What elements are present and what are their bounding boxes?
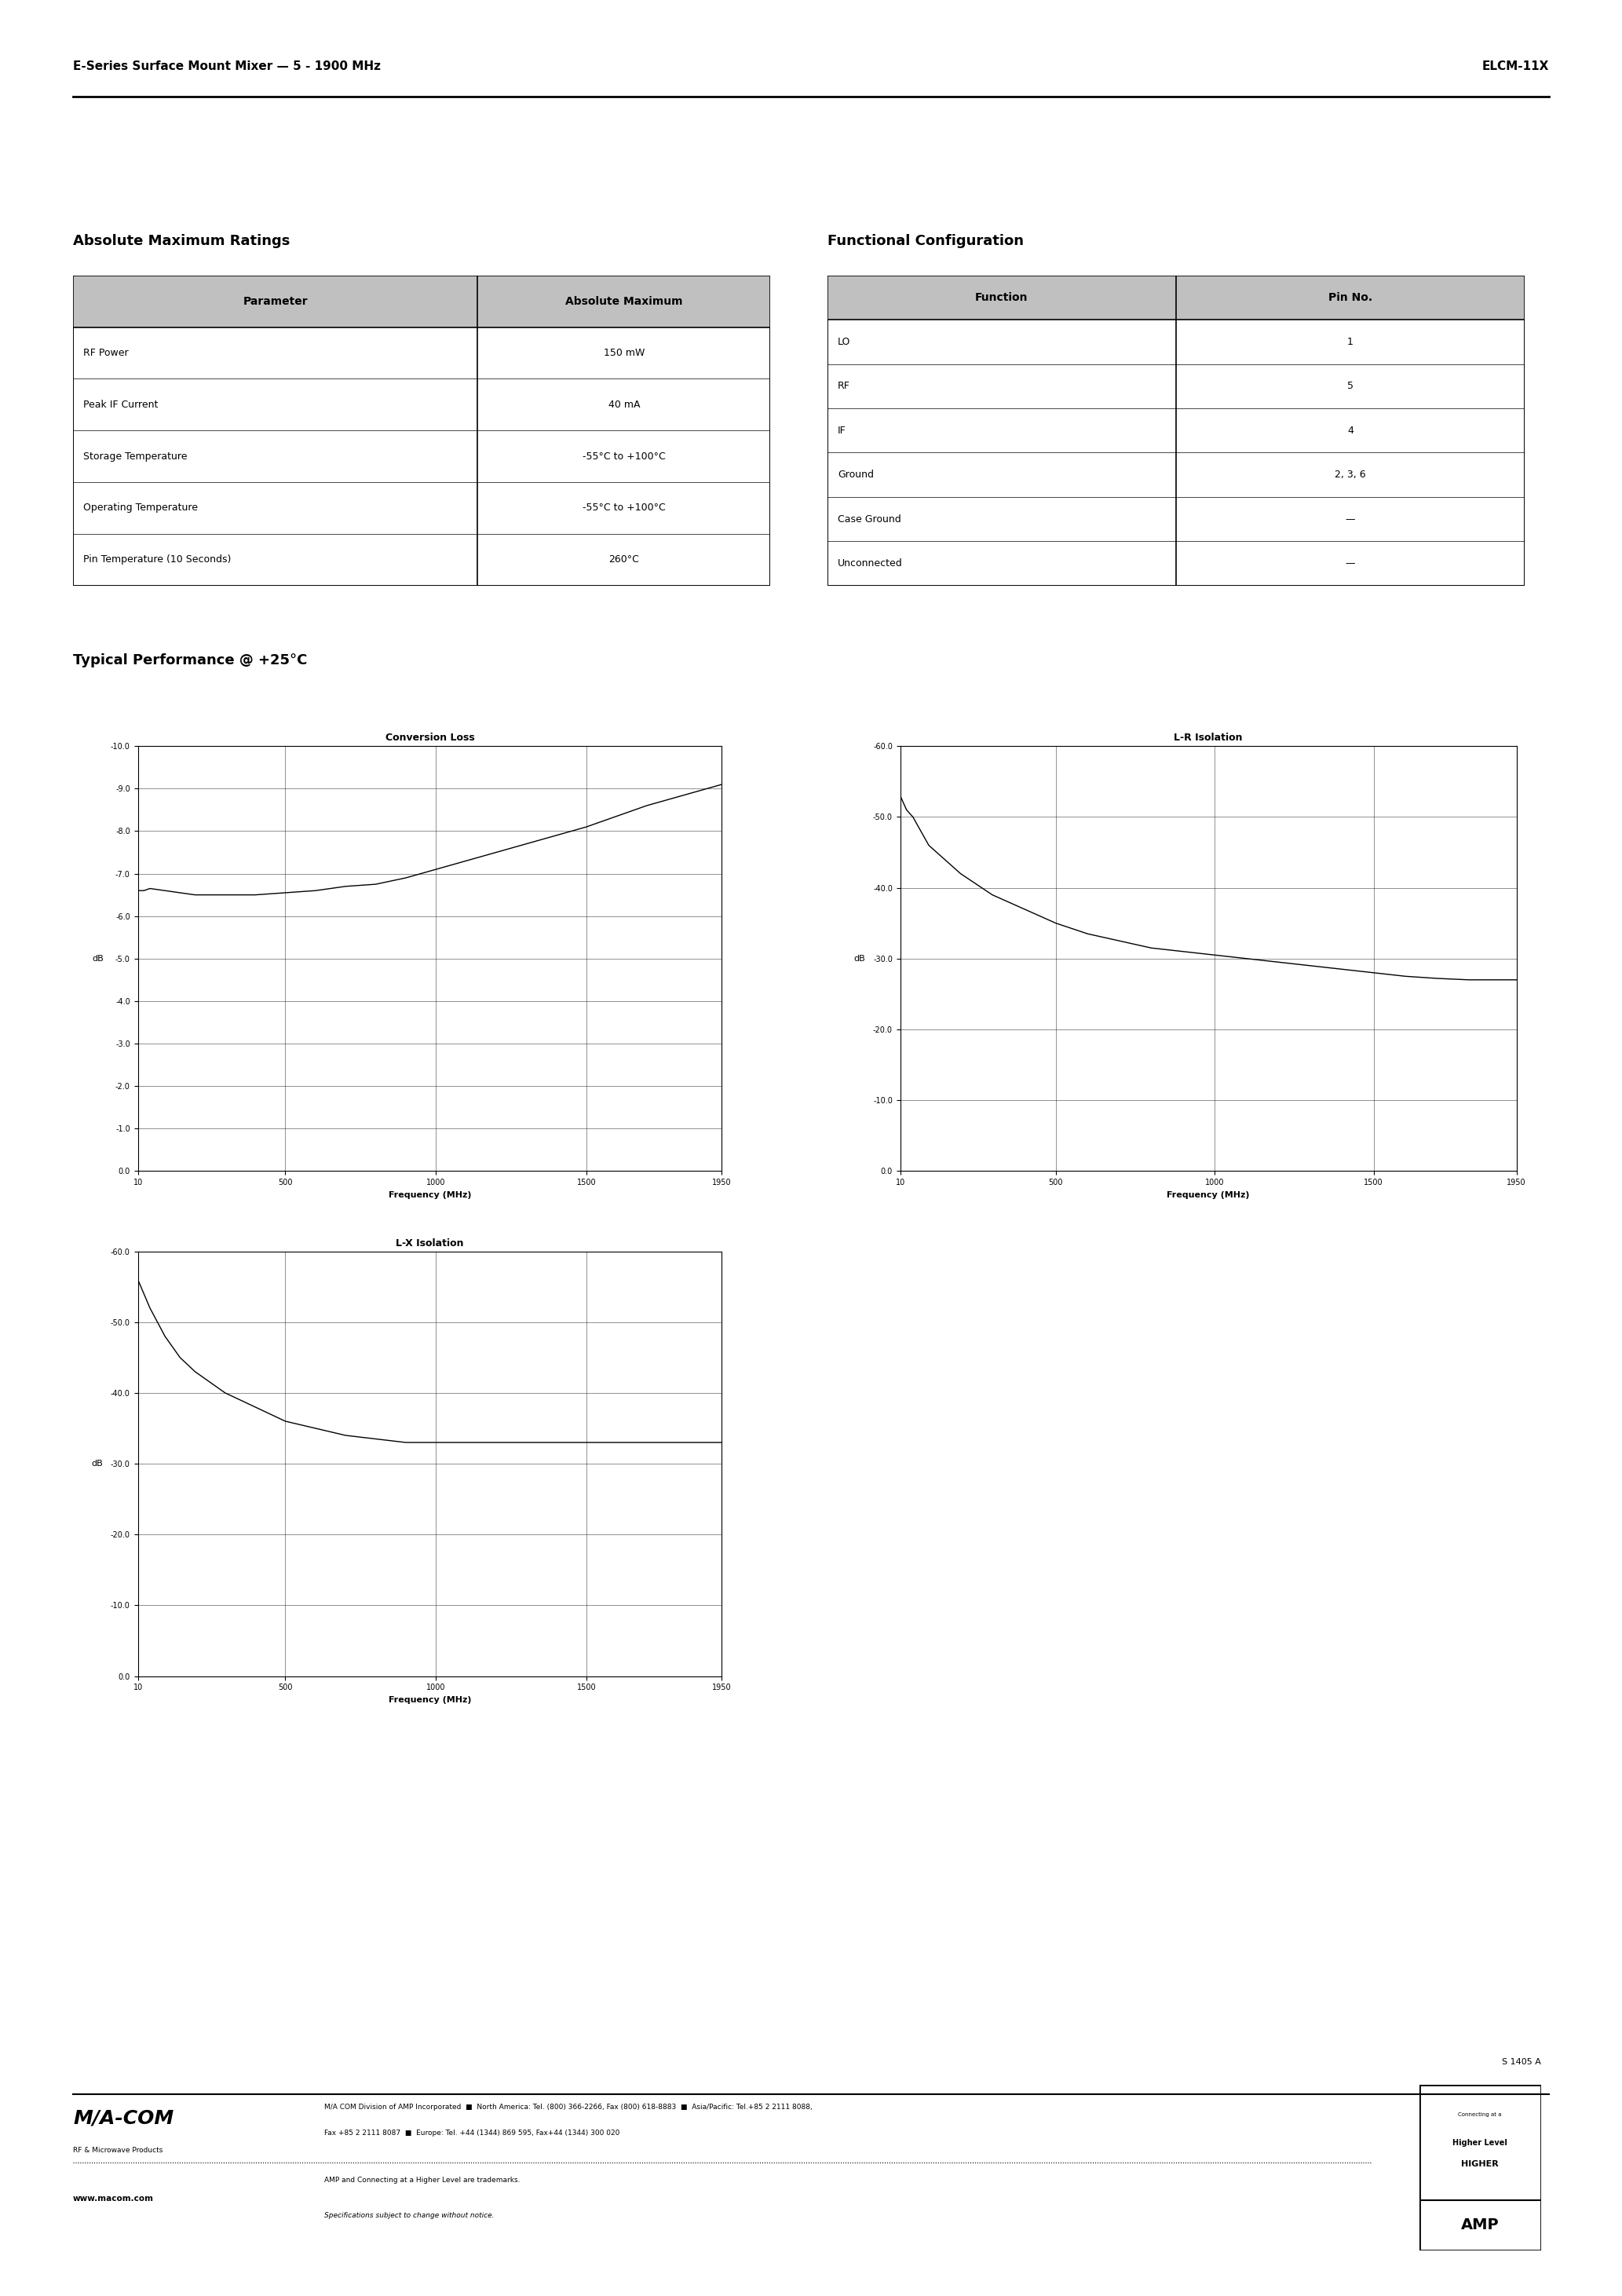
Text: HIGHER: HIGHER <box>1461 2161 1499 2167</box>
Text: Connecting at a: Connecting at a <box>1458 2112 1502 2117</box>
Text: Absolute Maximum: Absolute Maximum <box>566 296 683 308</box>
Text: ELCM-11X: ELCM-11X <box>1483 60 1549 73</box>
Text: RF & Microwave Products: RF & Microwave Products <box>73 2147 162 2154</box>
Text: 260°C: 260°C <box>608 556 639 565</box>
Text: Peak IF Current: Peak IF Current <box>83 400 159 409</box>
Text: 150 mW: 150 mW <box>603 349 644 358</box>
Y-axis label: dB: dB <box>92 1460 104 1467</box>
Title: L-R Isolation: L-R Isolation <box>1174 732 1242 744</box>
Text: www.macom.com: www.macom.com <box>73 2195 154 2202</box>
Text: Functional Configuration: Functional Configuration <box>827 234 1023 248</box>
Text: E-Series Surface Mount Mixer — 5 - 1900 MHz: E-Series Surface Mount Mixer — 5 - 1900 … <box>73 60 381 73</box>
Bar <box>73 276 770 328</box>
X-axis label: Frequency (MHz): Frequency (MHz) <box>1166 1192 1251 1199</box>
Y-axis label: dB: dB <box>92 955 104 962</box>
Text: Specifications subject to change without notice.: Specifications subject to change without… <box>324 2211 495 2220</box>
Title: Conversion Loss: Conversion Loss <box>384 732 475 744</box>
Text: Case Ground: Case Ground <box>837 514 902 523</box>
Y-axis label: dB: dB <box>855 955 866 962</box>
Text: Operating Temperature: Operating Temperature <box>83 503 198 512</box>
Text: Ground: Ground <box>837 471 874 480</box>
Text: Fax +85 2 2111 8087  ■  Europe: Tel. +44 (1344) 869 595, Fax+44 (1344) 300 020: Fax +85 2 2111 8087 ■ Europe: Tel. +44 (… <box>324 2128 620 2138</box>
Text: Parameter: Parameter <box>243 296 308 308</box>
Text: 4: 4 <box>1348 425 1353 436</box>
Text: Storage Temperature: Storage Temperature <box>83 452 188 461</box>
Text: —: — <box>1345 558 1356 569</box>
Text: LO: LO <box>837 338 850 347</box>
Text: M/A-COM: M/A-COM <box>73 2108 174 2128</box>
Text: RF Power: RF Power <box>83 349 128 358</box>
Text: 40 mA: 40 mA <box>608 400 641 409</box>
Text: S 1405 A: S 1405 A <box>1502 2057 1541 2066</box>
Text: Higher Level: Higher Level <box>1453 2138 1507 2147</box>
X-axis label: Frequency (MHz): Frequency (MHz) <box>388 1192 472 1199</box>
Text: Absolute Maximum Ratings: Absolute Maximum Ratings <box>73 234 290 248</box>
Text: RF: RF <box>837 381 850 390</box>
Bar <box>827 276 1525 319</box>
Text: M/A COM Division of AMP Incorporated  ■  North America: Tel. (800) 366-2266, Fax: M/A COM Division of AMP Incorporated ■ N… <box>324 2103 813 2110</box>
Text: 1: 1 <box>1348 338 1353 347</box>
Text: 5: 5 <box>1348 381 1353 390</box>
Text: —: — <box>1345 514 1356 523</box>
Text: IF: IF <box>837 425 847 436</box>
Text: Typical Performance @ +25°C: Typical Performance @ +25°C <box>73 652 307 668</box>
Text: Pin Temperature (10 Seconds): Pin Temperature (10 Seconds) <box>83 556 232 565</box>
Text: Unconnected: Unconnected <box>837 558 903 569</box>
Text: AMP and Connecting at a Higher Level are trademarks.: AMP and Connecting at a Higher Level are… <box>324 2177 521 2183</box>
Title: L-X Isolation: L-X Isolation <box>396 1238 464 1249</box>
Text: Function: Function <box>975 292 1028 303</box>
X-axis label: Frequency (MHz): Frequency (MHz) <box>388 1697 472 1704</box>
Text: -55°C to +100°C: -55°C to +100°C <box>582 452 665 461</box>
Text: AMP: AMP <box>1461 2218 1499 2232</box>
Text: 2, 3, 6: 2, 3, 6 <box>1335 471 1366 480</box>
Text: -55°C to +100°C: -55°C to +100°C <box>582 503 665 512</box>
Text: Pin No.: Pin No. <box>1328 292 1372 303</box>
